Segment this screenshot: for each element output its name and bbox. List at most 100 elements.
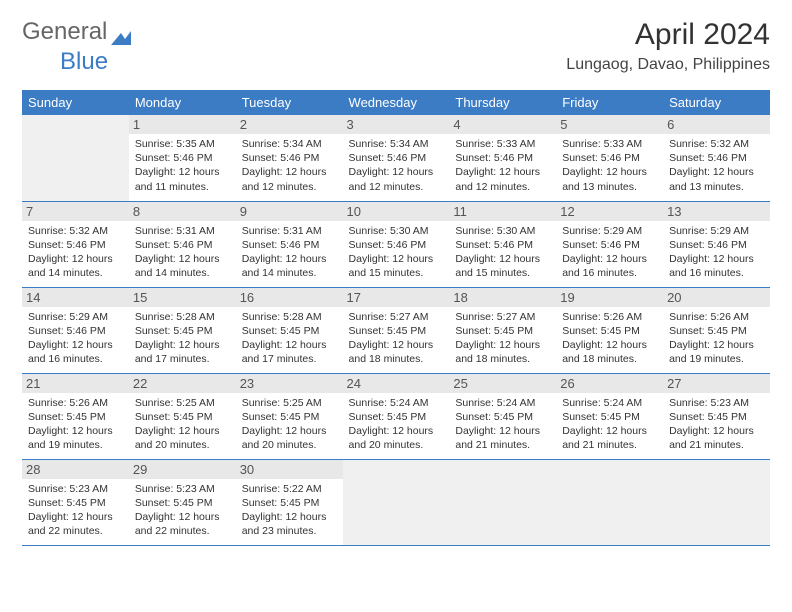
day-details: Sunrise: 5:28 AMSunset: 5:45 PMDaylight:… <box>242 310 337 367</box>
day-details: Sunrise: 5:33 AMSunset: 5:46 PMDaylight:… <box>562 137 657 194</box>
calendar-cell: 23 Sunrise: 5:25 AMSunset: 5:45 PMDayligh… <box>236 373 343 459</box>
calendar-cell: 9Sunrise: 5:31 AMSunset: 5:46 PMDaylight… <box>236 201 343 287</box>
day-details: Sunrise: 5:25 AMSunset: 5:45 PMDaylight:… <box>242 396 337 453</box>
day-details: Sunrise: 5:28 AMSunset: 5:45 PMDaylight:… <box>135 310 230 367</box>
day-number: 26 <box>556 374 663 393</box>
calendar-cell: 27 Sunrise: 5:23 AMSunset: 5:45 PMDayligh… <box>663 373 770 459</box>
calendar-cell: 11Sunrise: 5:30 AMSunset: 5:46 PMDayligh… <box>449 201 556 287</box>
day-details: Sunrise: 5:26 AMSunset: 5:45 PMDaylight:… <box>28 396 123 453</box>
calendar-cell: 2 Sunrise: 5:34 AMSunset: 5:46 PMDaylight… <box>236 115 343 201</box>
day-number: 24 <box>343 374 450 393</box>
calendar-row: 21 Sunrise: 5:26 AMSunset: 5:45 PMDayligh… <box>22 373 770 459</box>
calendar-cell: 3 Sunrise: 5:34 AMSunset: 5:46 PMDaylight… <box>343 115 450 201</box>
day-number: 27 <box>663 374 770 393</box>
day-number: 1 <box>129 115 236 134</box>
day-details: Sunrise: 5:23 AMSunset: 5:45 PMDaylight:… <box>28 482 123 539</box>
calendar-cell: 8Sunrise: 5:31 AMSunset: 5:46 PMDaylight… <box>129 201 236 287</box>
day-number: 20 <box>663 288 770 307</box>
day-number: 28 <box>22 460 129 479</box>
day-number: 21 <box>22 374 129 393</box>
location: Lungaog, Davao, Philippines <box>566 56 770 74</box>
col-sunday: Sunday <box>22 90 129 115</box>
day-details: Sunrise: 5:23 AMSunset: 5:45 PMDaylight:… <box>135 482 230 539</box>
day-number: 22 <box>129 374 236 393</box>
calendar-row: 28 Sunrise: 5:23 AMSunset: 5:45 PMDayligh… <box>22 459 770 545</box>
day-number: 3 <box>343 115 450 134</box>
day-number: 14 <box>22 288 129 307</box>
col-wednesday: Wednesday <box>343 90 450 115</box>
day-details: Sunrise: 5:25 AMSunset: 5:45 PMDaylight:… <box>135 396 230 453</box>
calendar-table: Sunday Monday Tuesday Wednesday Thursday… <box>22 90 770 546</box>
calendar-cell <box>663 459 770 545</box>
calendar-cell <box>22 115 129 201</box>
calendar-cell: 24 Sunrise: 5:24 AMSunset: 5:45 PMDayligh… <box>343 373 450 459</box>
day-details: Sunrise: 5:29 AMSunset: 5:46 PMDaylight:… <box>669 224 764 281</box>
day-details: Sunrise: 5:24 AMSunset: 5:45 PMDaylight:… <box>562 396 657 453</box>
day-number: 10 <box>343 202 450 221</box>
calendar-row: 1 Sunrise: 5:35 AMSunset: 5:46 PMDaylight… <box>22 115 770 201</box>
calendar-cell: 28 Sunrise: 5:23 AMSunset: 5:45 PMDayligh… <box>22 459 129 545</box>
calendar-cell: 4 Sunrise: 5:33 AMSunset: 5:46 PMDaylight… <box>449 115 556 201</box>
calendar-cell <box>556 459 663 545</box>
day-details: Sunrise: 5:34 AMSunset: 5:46 PMDaylight:… <box>349 137 444 194</box>
col-tuesday: Tuesday <box>236 90 343 115</box>
calendar-cell: 6 Sunrise: 5:32 AMSunset: 5:46 PMDaylight… <box>663 115 770 201</box>
logo: General <box>22 18 135 46</box>
calendar-cell: 10 Sunrise: 5:30 AMSunset: 5:46 PMDayligh… <box>343 201 450 287</box>
day-number: 16 <box>236 288 343 307</box>
day-number: 25 <box>449 374 556 393</box>
day-number: 15 <box>129 288 236 307</box>
day-number: 19 <box>556 288 663 307</box>
day-number: 11 <box>449 202 556 221</box>
calendar-cell: 29 Sunrise: 5:23 AMSunset: 5:45 PMDayligh… <box>129 459 236 545</box>
weekday-header-row: Sunday Monday Tuesday Wednesday Thursday… <box>22 90 770 115</box>
calendar-cell: 5 Sunrise: 5:33 AMSunset: 5:46 PMDaylight… <box>556 115 663 201</box>
calendar-cell: 15 Sunrise: 5:28 AMSunset: 5:45 PMDayligh… <box>129 287 236 373</box>
day-number: 8 <box>129 202 236 221</box>
col-monday: Monday <box>129 90 236 115</box>
day-details: Sunrise: 5:23 AMSunset: 5:45 PMDaylight:… <box>669 396 764 453</box>
day-details: Sunrise: 5:34 AMSunset: 5:46 PMDaylight:… <box>242 137 337 194</box>
calendar-cell: 17 Sunrise: 5:27 AMSunset: 5:45 PMDayligh… <box>343 287 450 373</box>
day-number: 2 <box>236 115 343 134</box>
day-details: Sunrise: 5:29 AMSunset: 5:46 PMDaylight:… <box>28 310 123 367</box>
day-details: Sunrise: 5:26 AMSunset: 5:45 PMDaylight:… <box>562 310 657 367</box>
calendar-cell: 21 Sunrise: 5:26 AMSunset: 5:45 PMDayligh… <box>22 373 129 459</box>
day-number: 5 <box>556 115 663 134</box>
day-details: Sunrise: 5:26 AMSunset: 5:45 PMDaylight:… <box>669 310 764 367</box>
day-number: 13 <box>663 202 770 221</box>
col-friday: Friday <box>556 90 663 115</box>
day-number: 23 <box>236 374 343 393</box>
day-details: Sunrise: 5:27 AMSunset: 5:45 PMDaylight:… <box>455 310 550 367</box>
calendar-cell: 30 Sunrise: 5:22 AMSunset: 5:45 PMDayligh… <box>236 459 343 545</box>
calendar-cell: 26 Sunrise: 5:24 AMSunset: 5:45 PMDayligh… <box>556 373 663 459</box>
logo-text-general: General <box>22 18 107 46</box>
day-details: Sunrise: 5:33 AMSunset: 5:46 PMDaylight:… <box>455 137 550 194</box>
calendar-cell: 13 Sunrise: 5:29 AMSunset: 5:46 PMDayligh… <box>663 201 770 287</box>
day-number: 30 <box>236 460 343 479</box>
day-details: Sunrise: 5:30 AMSunset: 5:46 PMDaylight:… <box>349 224 444 281</box>
day-details: Sunrise: 5:27 AMSunset: 5:45 PMDaylight:… <box>349 310 444 367</box>
day-details: Sunrise: 5:31 AMSunset: 5:46 PMDaylight:… <box>242 224 337 281</box>
day-number: 29 <box>129 460 236 479</box>
calendar-cell: 16 Sunrise: 5:28 AMSunset: 5:45 PMDayligh… <box>236 287 343 373</box>
col-thursday: Thursday <box>449 90 556 115</box>
day-number: 12 <box>556 202 663 221</box>
calendar-cell <box>343 459 450 545</box>
day-number: 17 <box>343 288 450 307</box>
calendar-cell <box>449 459 556 545</box>
day-details: Sunrise: 5:32 AMSunset: 5:46 PMDaylight:… <box>669 137 764 194</box>
day-number: 4 <box>449 115 556 134</box>
calendar-cell: 25Sunrise: 5:24 AMSunset: 5:45 PMDayligh… <box>449 373 556 459</box>
logo-text-blue: Blue <box>60 48 108 76</box>
col-saturday: Saturday <box>663 90 770 115</box>
calendar-row: 14 Sunrise: 5:29 AMSunset: 5:46 PMDayligh… <box>22 287 770 373</box>
calendar-cell: 20 Sunrise: 5:26 AMSunset: 5:45 PMDayligh… <box>663 287 770 373</box>
day-number: 6 <box>663 115 770 134</box>
day-details: Sunrise: 5:24 AMSunset: 5:45 PMDaylight:… <box>349 396 444 453</box>
day-details: Sunrise: 5:22 AMSunset: 5:45 PMDaylight:… <box>242 482 337 539</box>
day-number: 18 <box>449 288 556 307</box>
day-details: Sunrise: 5:35 AMSunset: 5:46 PMDaylight:… <box>135 137 230 194</box>
calendar-cell: 19 Sunrise: 5:26 AMSunset: 5:45 PMDayligh… <box>556 287 663 373</box>
calendar-row: 7Sunrise: 5:32 AMSunset: 5:46 PMDaylight… <box>22 201 770 287</box>
